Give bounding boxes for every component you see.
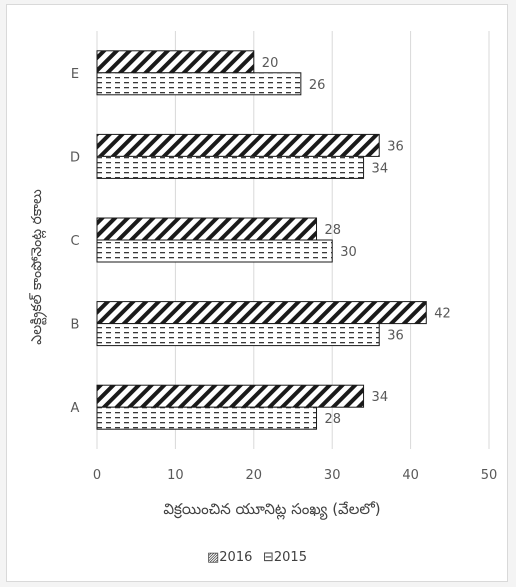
x-tick-label: 20	[246, 468, 263, 483]
data-label: 30	[340, 245, 357, 260]
data-label: 20	[262, 56, 279, 71]
x-axis-title: విక్రయించిన యూనిట్ల సంఖ్య (వేలలో)	[163, 500, 380, 520]
x-tick-labels: 0 10 20 30 40 50	[93, 468, 497, 483]
data-label: 34	[372, 161, 389, 176]
bar-2015	[96, 406, 318, 430]
bar-2016	[96, 301, 427, 325]
x-tick-label: 10	[167, 468, 184, 483]
bar-2016	[96, 384, 365, 408]
bar-2015	[96, 239, 333, 263]
x-tick-label: 0	[93, 468, 101, 483]
x-tick-label: 30	[324, 468, 341, 483]
data-label: 42	[434, 307, 451, 322]
bar-2016	[96, 133, 380, 157]
data-label: 36	[387, 329, 404, 344]
bar-2015	[96, 323, 380, 347]
bar-chart: 34 28 42 36 28 30 36 34 20 26 A B C D E 0 10 20 30 40 50 వ…	[29, 31, 497, 565]
data-labels: 34 28 42 36 28 30 36 34 20 26	[262, 56, 451, 427]
data-label: 28	[325, 412, 342, 427]
bar-2015	[96, 72, 302, 96]
y-axis-title: ఎలక్ట్రికల్ కాంపోనెంట్ల రకాలు	[29, 189, 48, 345]
x-tick-label: 50	[481, 468, 498, 483]
bar-2016	[96, 50, 255, 74]
category-labels: A B C D E	[70, 67, 80, 416]
chart-frame: 34 28 42 36 28 30 36 34 20 26 A B C D E 0 10 20 30 40 50 వ…	[6, 4, 508, 582]
legend-item-2016: ▨2016	[207, 550, 252, 565]
category-label: B	[71, 318, 80, 333]
legend-item-2015: ⊟2015	[263, 550, 307, 565]
category-label: E	[71, 67, 79, 82]
category-label: A	[71, 401, 80, 416]
bar-2016	[96, 217, 318, 241]
data-label: 26	[309, 78, 326, 93]
data-label: 28	[325, 223, 342, 238]
bar-2015	[96, 155, 365, 179]
legend: ▨2016 ⊟2015	[207, 550, 307, 565]
data-label: 34	[372, 390, 389, 405]
category-label: C	[70, 234, 79, 249]
category-label: D	[70, 150, 80, 165]
x-tick-label: 40	[402, 468, 419, 483]
bars	[96, 50, 427, 430]
data-label: 36	[387, 139, 404, 154]
